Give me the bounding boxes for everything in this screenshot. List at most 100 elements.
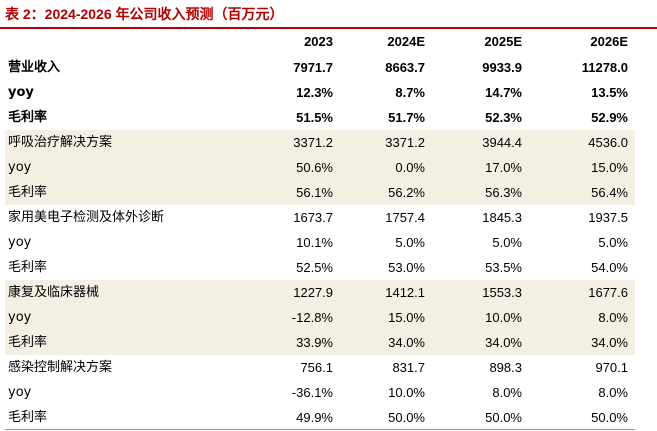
title-rule <box>0 27 657 29</box>
table-row: 毛利率 49.9% 50.0% 50.0% 50.0% <box>5 405 635 430</box>
value-2023: 10.1% <box>296 235 333 250</box>
value-2026e: 5.0% <box>598 235 628 250</box>
value-2024e: 1757.4 <box>385 210 425 225</box>
value-2026e: 1677.6 <box>588 285 628 300</box>
header-year-2023: 2023 <box>304 34 333 49</box>
table-row: 呼吸治疗解决方案 3371.2 3371.2 3944.4 4536.0 <box>5 130 635 155</box>
row-label: yoy <box>8 235 32 250</box>
row-label: yoy <box>8 160 32 175</box>
header-label-cell <box>5 29 253 55</box>
value-2025e: 8.0% <box>492 385 522 400</box>
value-2025e: 17.0% <box>485 160 522 175</box>
value-2026e: 56.4% <box>591 185 628 200</box>
value-2026e: 970.1 <box>595 360 628 375</box>
table-row: 感染控制解决方案 756.1 831.7 898.3 970.1 <box>5 355 635 380</box>
value-2026e: 34.0% <box>591 335 628 350</box>
value-2025e: 1553.3 <box>482 285 522 300</box>
table-row: yoy -12.8% 15.0% 10.0% 8.0% <box>5 305 635 330</box>
value-2025e: 10.0% <box>485 310 522 325</box>
table-row: yoy 10.1% 5.0% 5.0% 5.0% <box>5 230 635 255</box>
value-2024e: 3371.2 <box>385 135 425 150</box>
row-label: yoy <box>8 385 32 400</box>
value-2025e: 52.3% <box>485 110 522 125</box>
row-label: 家用美电子检测及体外诊断 <box>8 210 165 225</box>
table-row: 毛利率 56.1% 56.2% 56.3% 56.4% <box>5 180 635 205</box>
value-2025e: 5.0% <box>492 235 522 250</box>
value-2025e: 3944.4 <box>482 135 522 150</box>
value-2024e: 51.7% <box>388 110 425 125</box>
value-2026e: 13.5% <box>591 85 628 100</box>
table-title: 表 2：2024-2026 年公司收入预测（百万元） <box>5 6 284 22</box>
row-label: 感染控制解决方案 <box>8 360 113 375</box>
table-row: 毛利率 52.5% 53.0% 53.5% 54.0% <box>5 255 635 280</box>
value-2026e: 8.0% <box>598 385 628 400</box>
value-2024e: 8663.7 <box>385 60 425 75</box>
row-label: 呼吸治疗解决方案 <box>8 135 113 150</box>
table-body: 营业收入 7971.7 8663.7 9933.9 11278.0 yoy 12.3% 8.7… <box>5 55 635 430</box>
value-2023: 1227.9 <box>293 285 333 300</box>
value-2023: 56.1% <box>296 185 333 200</box>
table-row: 毛利率 33.9% 34.0% 34.0% 34.0% <box>5 330 635 355</box>
row-label: 毛利率 <box>8 260 48 275</box>
value-2023: 756.1 <box>300 360 333 375</box>
value-2025e: 1845.3 <box>482 210 522 225</box>
value-2023: 52.5% <box>296 260 333 275</box>
value-2024e: 831.7 <box>392 360 425 375</box>
value-2023: -12.8% <box>291 310 333 325</box>
value-2026e: 4536.0 <box>588 135 628 150</box>
table-row: 康复及临床器械 1227.9 1412.1 1553.3 1677.6 <box>5 280 635 305</box>
header-year-2026e: 2026E <box>590 34 628 49</box>
header-year-2024e: 2024E <box>387 34 425 49</box>
value-2023: 1673.7 <box>293 210 333 225</box>
value-2024e: 34.0% <box>388 335 425 350</box>
value-2024e: 8.7% <box>395 85 425 100</box>
table-row: 家用美电子检测及体外诊断 1673.7 1757.4 1845.3 1937.5 <box>5 205 635 230</box>
value-2026e: 50.0% <box>591 410 628 425</box>
value-2026e: 54.0% <box>591 260 628 275</box>
table-row: yoy 12.3% 8.7% 14.7% 13.5% <box>5 80 635 105</box>
value-2026e: 11278.0 <box>581 60 628 75</box>
table-row: 毛利率 51.5% 51.7% 52.3% 52.9% <box>5 105 635 130</box>
bottom-rule <box>5 429 635 430</box>
value-2025e: 56.3% <box>485 185 522 200</box>
value-2026e: 1937.5 <box>588 210 628 225</box>
value-2024e: 15.0% <box>388 310 425 325</box>
row-label: 毛利率 <box>8 110 48 125</box>
row-label: yoy <box>8 85 34 100</box>
table-row: yoy 50.6% 0.0% 17.0% 15.0% <box>5 155 635 180</box>
row-label: 毛利率 <box>8 185 48 200</box>
value-2026e: 15.0% <box>591 160 628 175</box>
value-2025e: 50.0% <box>485 410 522 425</box>
row-label: 康复及临床器械 <box>8 285 100 300</box>
value-2025e: 14.7% <box>485 85 522 100</box>
value-2024e: 10.0% <box>388 385 425 400</box>
value-2023: 7971.7 <box>293 60 333 75</box>
value-2024e: 50.0% <box>388 410 425 425</box>
row-label: 毛利率 <box>8 335 48 350</box>
value-2023: 3371.2 <box>293 135 333 150</box>
value-2024e: 53.0% <box>388 260 425 275</box>
header-year-2025e: 2025E <box>484 34 522 49</box>
value-2023: 50.6% <box>296 160 333 175</box>
value-2023: -36.1% <box>291 385 333 400</box>
value-2024e: 0.0% <box>395 160 425 175</box>
value-2025e: 53.5% <box>485 260 522 275</box>
value-2024e: 5.0% <box>395 235 425 250</box>
table-row: 营业收入 7971.7 8663.7 9933.9 11278.0 <box>5 55 635 80</box>
value-2025e: 898.3 <box>489 360 522 375</box>
value-2026e: 8.0% <box>598 310 628 325</box>
value-2025e: 9933.9 <box>482 60 522 75</box>
forecast-table: 2023 2024E 2025E 2026E 营业收入 7971.7 8663.7 9… <box>5 29 635 430</box>
row-label: 营业收入 <box>8 60 61 75</box>
table-header-row: 2023 2024E 2025E 2026E <box>5 29 635 55</box>
row-label: yoy <box>8 310 32 325</box>
value-2024e: 1412.1 <box>385 285 425 300</box>
value-2023: 33.9% <box>296 335 333 350</box>
value-2023: 49.9% <box>296 410 333 425</box>
value-2026e: 52.9% <box>591 110 628 125</box>
row-label: 毛利率 <box>8 410 48 425</box>
value-2023: 51.5% <box>296 110 333 125</box>
table-row: yoy -36.1% 10.0% 8.0% 8.0% <box>5 380 635 405</box>
value-2024e: 56.2% <box>388 185 425 200</box>
